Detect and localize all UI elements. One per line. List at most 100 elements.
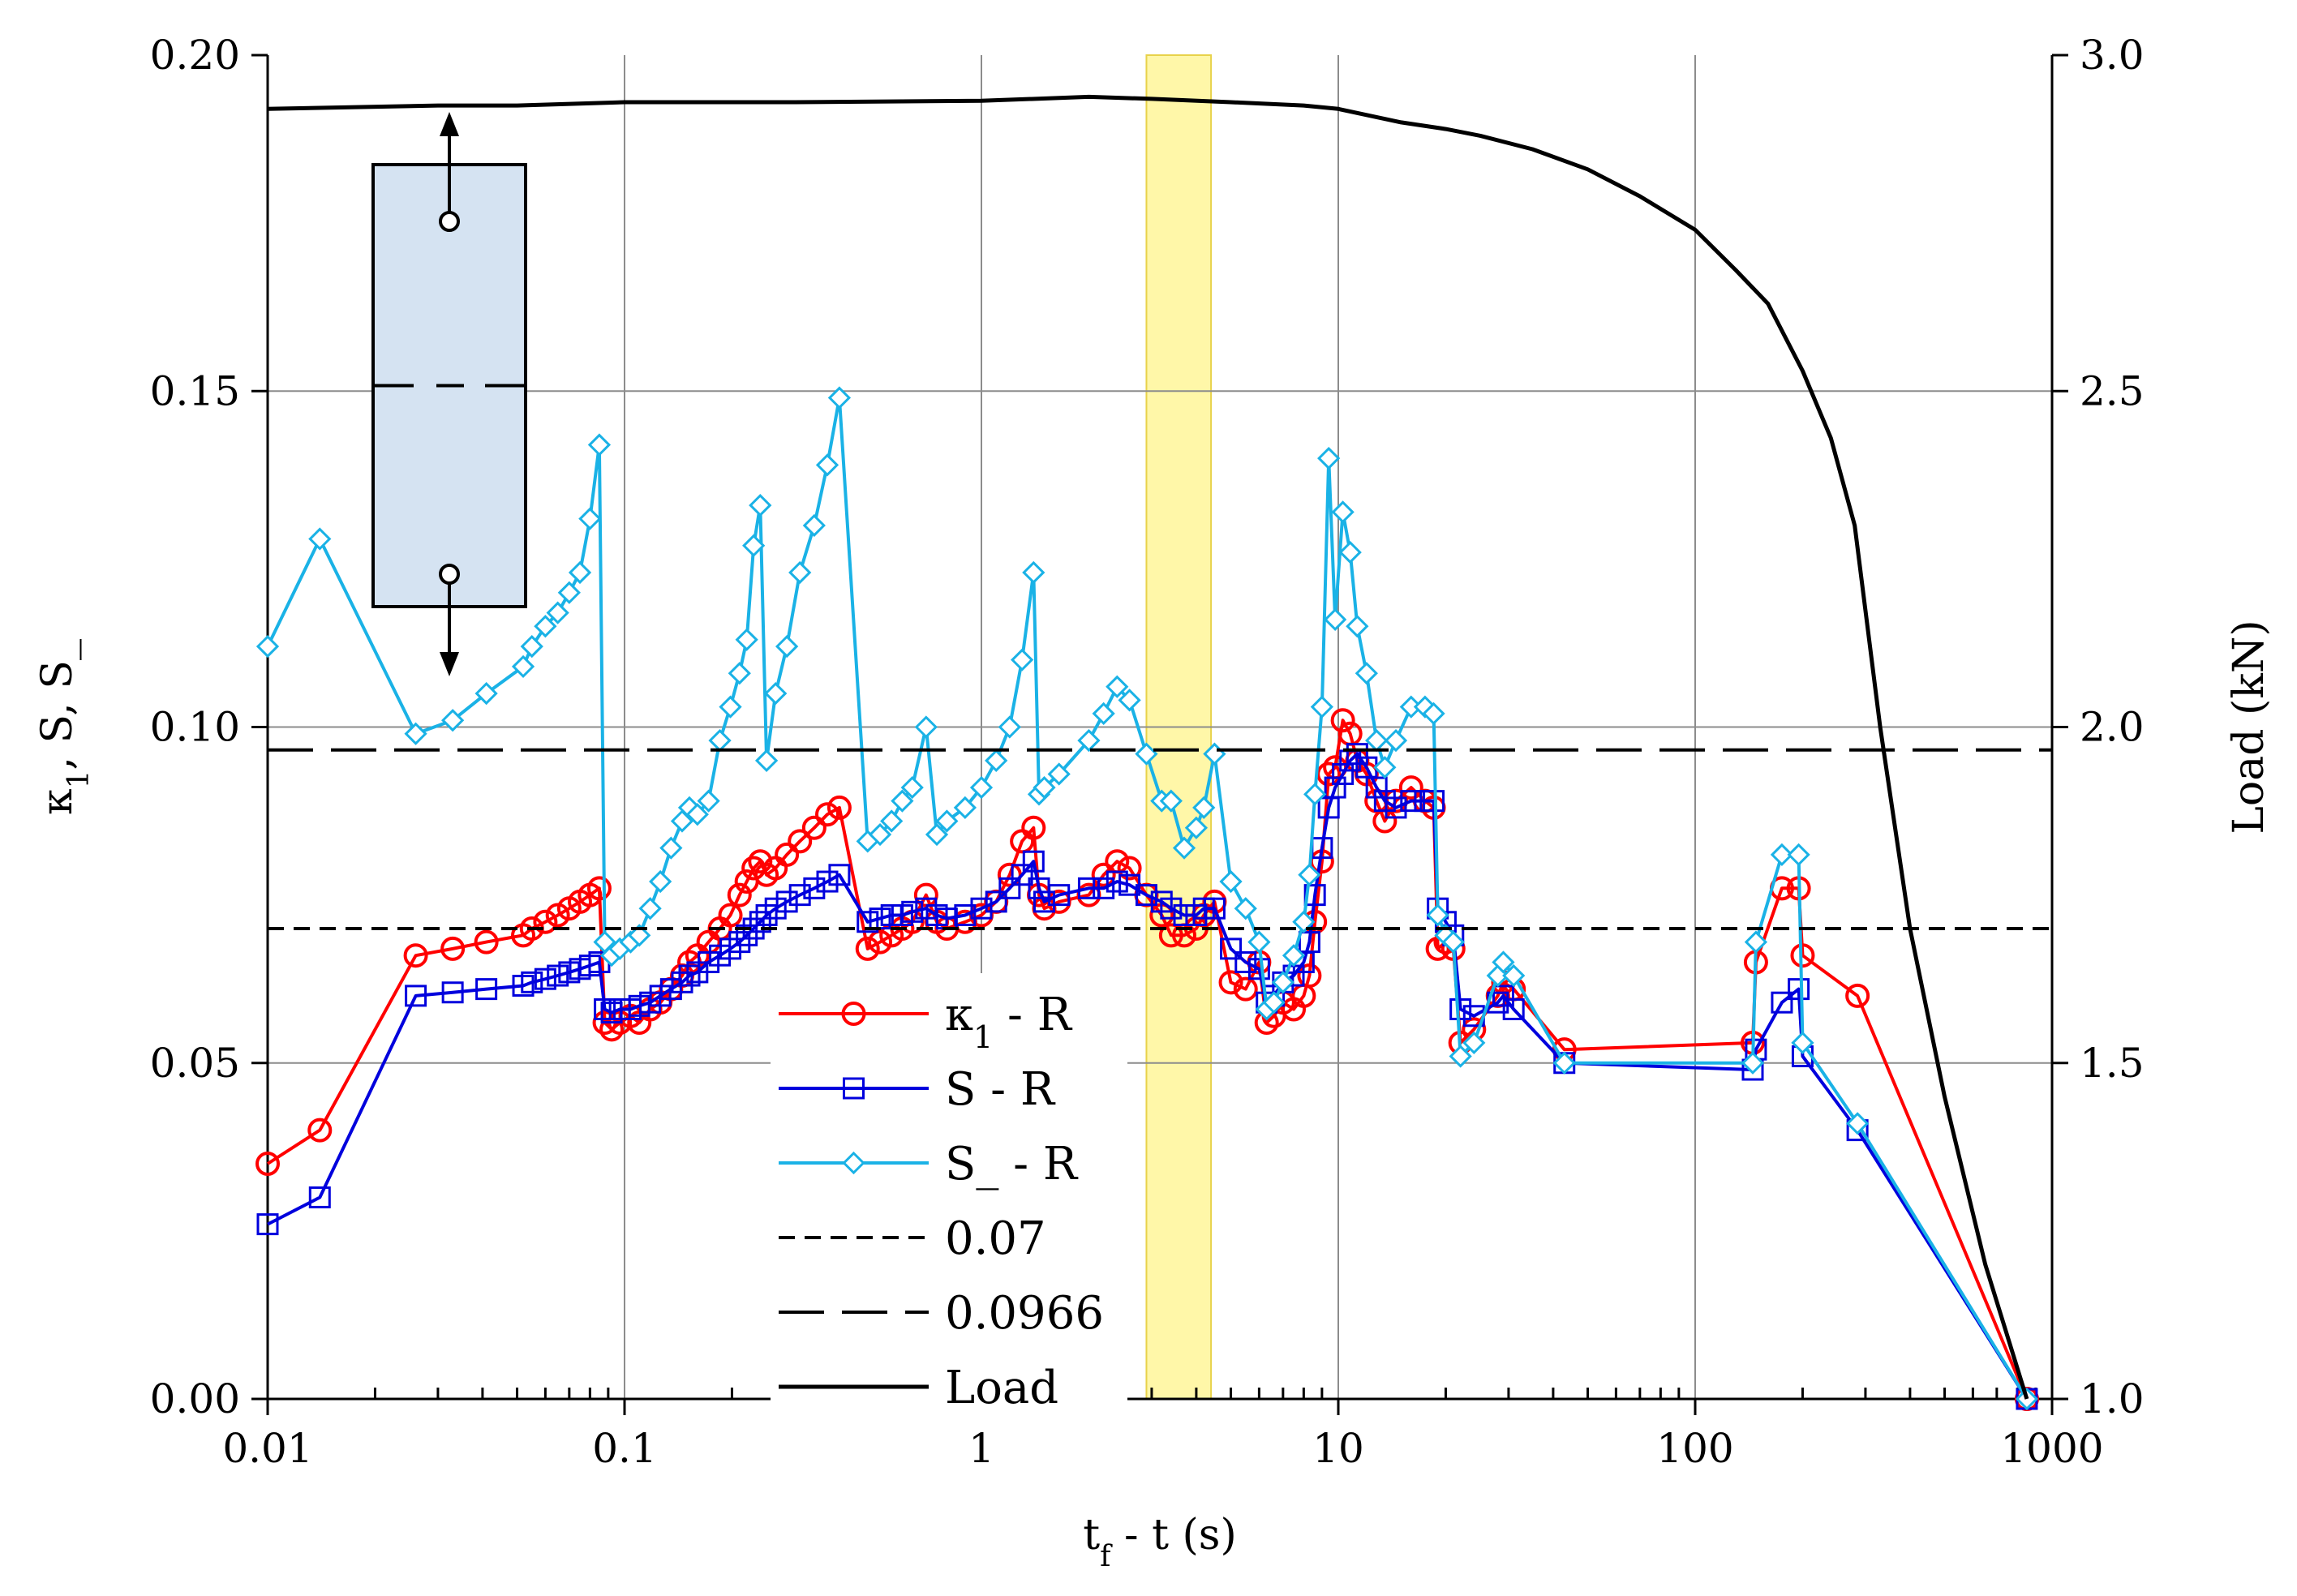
point-S bbox=[1203, 897, 1226, 920]
legend-label: Load bbox=[945, 1362, 1058, 1414]
legend-label: 0.0966 bbox=[945, 1287, 1104, 1340]
point-S_ bbox=[511, 654, 535, 679]
point-S bbox=[1011, 864, 1033, 886]
point-S bbox=[1771, 991, 1793, 1014]
legend-item: 0.07 bbox=[779, 1212, 1046, 1265]
point-kappa bbox=[1233, 976, 1258, 1002]
point-kappa bbox=[1845, 983, 1870, 1008]
point-S bbox=[659, 978, 682, 1001]
point-S_ bbox=[1011, 648, 1034, 671]
point-S_ bbox=[1787, 843, 1810, 867]
point-S_ bbox=[1317, 446, 1341, 470]
point-kappa bbox=[1330, 708, 1355, 733]
point-kappa bbox=[403, 943, 428, 968]
point-S_ bbox=[1047, 762, 1071, 786]
point-S_ bbox=[1324, 607, 1347, 632]
point-S_ bbox=[1741, 1051, 1765, 1075]
point-S_ bbox=[587, 433, 612, 457]
point-S bbox=[736, 924, 758, 946]
point-S bbox=[1022, 850, 1045, 873]
point-S_ bbox=[685, 803, 709, 826]
y-left-tick-label: 0.05 bbox=[150, 1040, 240, 1087]
point-S_ bbox=[1234, 897, 1257, 920]
point-kappa bbox=[255, 1152, 280, 1177]
point-S_ bbox=[1172, 836, 1196, 860]
point-S_ bbox=[754, 749, 779, 773]
point-kappa bbox=[1297, 963, 1322, 989]
point-S_ bbox=[1846, 1112, 1870, 1135]
point-S bbox=[1048, 884, 1071, 907]
point-S bbox=[788, 884, 811, 907]
point-S bbox=[764, 897, 787, 920]
point-S bbox=[954, 903, 977, 926]
point-S_ bbox=[900, 775, 924, 800]
point-S_ bbox=[697, 789, 720, 813]
point-kappa bbox=[307, 1118, 333, 1143]
y-right-tick-label: 1.5 bbox=[2080, 1040, 2145, 1087]
point-S bbox=[1160, 897, 1183, 920]
point-S_ bbox=[1303, 783, 1327, 806]
point-kappa bbox=[1158, 923, 1183, 948]
legend: κ1 - R S - R S_ - R 0.07 0.0966 Load bbox=[771, 973, 1127, 1427]
point-S bbox=[256, 1213, 279, 1236]
point-S_ bbox=[742, 534, 766, 557]
point-S bbox=[521, 971, 543, 993]
point-S bbox=[1385, 796, 1407, 819]
point-S_ bbox=[985, 749, 1008, 773]
point-S_ bbox=[914, 715, 938, 739]
point-S bbox=[1247, 958, 1270, 980]
point-S bbox=[1234, 950, 1257, 973]
point-S bbox=[828, 864, 851, 886]
point-S bbox=[534, 967, 556, 990]
point-S_ bbox=[969, 775, 994, 800]
point-S bbox=[857, 911, 879, 933]
legend-label: κ1 - R bbox=[945, 989, 1073, 1055]
point-kappa bbox=[440, 936, 466, 961]
point-S bbox=[970, 897, 993, 920]
point-S bbox=[985, 890, 1007, 913]
point-S bbox=[775, 890, 798, 913]
series-layer bbox=[255, 94, 2052, 1411]
point-S_ bbox=[520, 634, 543, 659]
point-S_ bbox=[578, 507, 602, 530]
point-S bbox=[1220, 937, 1243, 960]
series-load bbox=[267, 94, 2029, 1400]
arrow-up-icon bbox=[440, 112, 459, 136]
point-S bbox=[678, 964, 701, 987]
point-S_ bbox=[1262, 991, 1286, 1015]
point-S_ bbox=[1159, 789, 1183, 813]
x-axis-title: tf - t (s) bbox=[1083, 1511, 1237, 1573]
point-S_ bbox=[1422, 701, 1445, 726]
point-S_ bbox=[1271, 971, 1294, 994]
point-S bbox=[1365, 776, 1388, 799]
point-S_ bbox=[868, 822, 892, 847]
point-S bbox=[1077, 877, 1100, 899]
legend-background bbox=[771, 973, 1127, 1427]
point-S_ bbox=[1373, 756, 1397, 779]
point-S bbox=[1324, 776, 1346, 799]
point-kappa bbox=[855, 936, 880, 961]
point-S_ bbox=[1791, 1031, 1814, 1055]
y-right-axis-title: Load (kN) bbox=[2225, 620, 2273, 834]
point-S_ bbox=[2015, 1387, 2039, 1411]
point-S bbox=[547, 964, 569, 987]
point-S_ bbox=[474, 681, 498, 706]
point-kappa bbox=[1218, 970, 1243, 995]
point-S_ bbox=[1247, 930, 1271, 954]
pin-hole-bottom bbox=[439, 564, 460, 585]
point-S bbox=[1373, 790, 1396, 813]
legend-label: S - R bbox=[945, 1063, 1056, 1116]
x-tick-label: 0.01 bbox=[222, 1425, 312, 1472]
point-S bbox=[441, 981, 464, 1004]
point-S_ bbox=[1033, 775, 1056, 800]
point-S bbox=[1400, 790, 1423, 813]
legend-item: Load bbox=[779, 1362, 1058, 1414]
point-S_ bbox=[1502, 963, 1526, 988]
point-S bbox=[308, 1186, 331, 1208]
point-S_ bbox=[1426, 903, 1449, 927]
y-right-tick-label: 2.0 bbox=[2080, 704, 2145, 751]
point-S bbox=[728, 931, 751, 954]
point-S_ bbox=[1552, 1051, 1576, 1075]
point-S_ bbox=[659, 836, 683, 860]
